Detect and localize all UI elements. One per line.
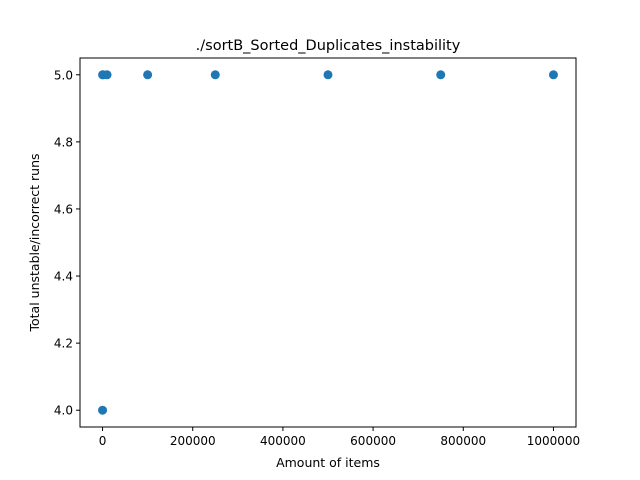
y-tick-label: 5.0 bbox=[54, 68, 73, 82]
x-axis: 0 200000 400000 600000 800000 1000000 bbox=[99, 427, 580, 448]
y-tick-label: 4.2 bbox=[54, 337, 73, 351]
y-tick-label: 4.4 bbox=[54, 270, 73, 284]
data-point bbox=[436, 70, 446, 80]
y-tick-label: 4.6 bbox=[54, 202, 73, 216]
y-axis-label: Total unstable/incorrect runs bbox=[27, 153, 42, 332]
x-tick-label: 400000 bbox=[260, 434, 306, 448]
y-axis: 4.0 4.2 4.4 4.6 4.8 5.0 bbox=[54, 68, 80, 418]
x-tick-label: 200000 bbox=[170, 434, 216, 448]
x-axis-label: Amount of items bbox=[276, 455, 380, 470]
x-tick-label: 1000000 bbox=[527, 434, 580, 448]
y-tick-label: 4.0 bbox=[54, 404, 73, 418]
data-point bbox=[143, 70, 153, 80]
data-point bbox=[323, 70, 333, 80]
data-point bbox=[548, 70, 558, 80]
y-tick-label: 4.8 bbox=[54, 135, 73, 149]
data-point bbox=[210, 70, 220, 80]
axes-frame bbox=[79, 57, 577, 428]
data-points bbox=[98, 70, 558, 415]
data-point bbox=[98, 405, 108, 415]
data-point bbox=[102, 70, 112, 80]
x-tick-label: 600000 bbox=[350, 434, 396, 448]
x-tick-label: 800000 bbox=[440, 434, 486, 448]
x-tick-label: 0 bbox=[99, 434, 107, 448]
chart-title: ./sortB_Sorted_Duplicates_instability bbox=[196, 38, 461, 54]
